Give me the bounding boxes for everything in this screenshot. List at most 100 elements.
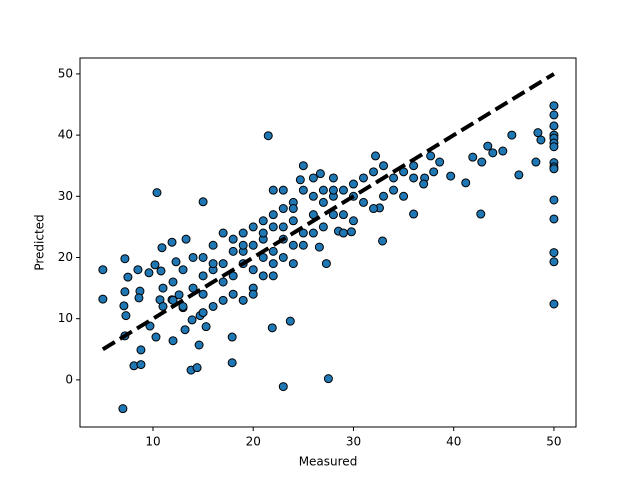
data-point	[119, 301, 129, 311]
data-point	[549, 142, 559, 152]
data-point	[158, 301, 168, 311]
data-point	[419, 179, 429, 189]
data-point	[358, 197, 368, 207]
data-point	[288, 259, 298, 269]
data-point	[208, 301, 218, 311]
data-point	[156, 266, 166, 276]
data-point	[218, 277, 228, 287]
axes-frame	[79, 57, 577, 428]
data-point	[399, 191, 409, 201]
data-point	[267, 323, 277, 333]
data-point	[201, 322, 211, 332]
data-point	[118, 404, 128, 414]
x-tick-label: 20	[246, 435, 261, 449]
data-point	[258, 271, 268, 281]
data-point	[298, 185, 308, 195]
data-point	[181, 234, 191, 244]
data-point	[389, 185, 399, 195]
data-point	[461, 178, 471, 188]
data-point	[268, 222, 278, 232]
data-point	[477, 157, 487, 167]
data-point	[549, 101, 559, 111]
data-point	[278, 252, 288, 262]
x-tick-label: 30	[346, 435, 361, 449]
data-point	[278, 185, 288, 195]
data-point	[98, 265, 108, 275]
data-point	[248, 240, 258, 250]
data-point	[136, 360, 146, 370]
data-point	[238, 240, 248, 250]
data-point	[144, 268, 154, 278]
y-tick-label: 30	[58, 189, 73, 203]
data-point	[549, 257, 559, 267]
x-tick-label: 50	[546, 435, 561, 449]
data-point	[180, 325, 190, 335]
data-point	[263, 131, 273, 141]
data-point	[194, 340, 204, 350]
data-point	[507, 130, 517, 140]
data-point	[318, 197, 328, 207]
data-point	[198, 289, 208, 299]
data-point	[288, 240, 298, 250]
data-point	[268, 210, 278, 220]
data-point	[133, 265, 143, 275]
data-point	[549, 214, 559, 224]
data-point	[308, 191, 318, 201]
data-point	[258, 228, 268, 238]
data-point	[531, 157, 541, 167]
data-point	[389, 173, 399, 183]
data-point	[238, 228, 248, 238]
y-tick-label: 0	[65, 372, 73, 386]
data-point	[318, 185, 328, 195]
data-point	[150, 260, 160, 270]
data-point	[120, 254, 130, 264]
data-point	[379, 191, 389, 201]
data-point	[227, 358, 237, 368]
x-tick-label: 10	[145, 435, 160, 449]
data-point	[468, 152, 478, 162]
data-point	[188, 252, 198, 262]
data-point	[549, 195, 559, 205]
data-point	[238, 295, 248, 305]
data-point	[120, 287, 130, 297]
data-point	[174, 290, 184, 300]
data-point	[549, 299, 559, 309]
data-point	[157, 243, 167, 253]
data-point	[369, 167, 379, 177]
data-point	[549, 248, 559, 258]
data-point	[178, 265, 188, 275]
data-point	[321, 259, 331, 269]
data-point	[198, 197, 208, 207]
data-point	[369, 204, 379, 214]
data-point	[536, 135, 546, 145]
y-tick-label: 10	[58, 311, 73, 325]
data-point	[298, 161, 308, 171]
data-point	[549, 110, 559, 120]
data-point	[152, 188, 162, 198]
data-point	[258, 216, 268, 226]
data-point	[208, 240, 218, 250]
data-point	[328, 185, 338, 195]
data-point	[168, 277, 178, 287]
data-point	[298, 240, 308, 250]
data-point	[198, 308, 208, 318]
y-tick-label: 20	[58, 250, 73, 264]
data-point	[483, 141, 493, 151]
data-point	[227, 332, 237, 342]
data-point	[476, 209, 486, 219]
data-point	[187, 315, 197, 325]
y-tick-label: 50	[58, 66, 73, 80]
reference-line	[101, 72, 555, 351]
data-point	[288, 216, 298, 226]
data-point	[167, 237, 177, 247]
y-tick-label: 40	[58, 128, 73, 142]
data-point	[168, 336, 178, 346]
data-point	[121, 311, 131, 321]
data-point	[429, 167, 439, 177]
data-point	[268, 185, 278, 195]
data-point	[288, 204, 298, 214]
data-point	[268, 246, 278, 256]
data-point	[371, 151, 381, 161]
y-axis-label: Predicted	[33, 214, 47, 270]
data-point	[278, 204, 288, 214]
